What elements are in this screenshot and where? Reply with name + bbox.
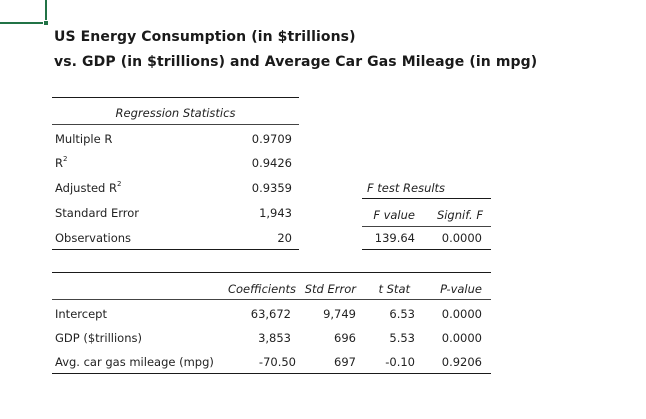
coef-header-rule	[52, 299, 491, 300]
table-bottom-rule	[52, 249, 299, 250]
ftest-header: F test Results	[367, 181, 446, 195]
tstat-value-intercept: 6.53	[389, 307, 415, 321]
ftest-col-fvalue: F value	[373, 208, 415, 222]
coef-top-rule	[52, 272, 491, 273]
stat-label-standard-error: Standard Error	[55, 206, 140, 220]
coef-bottom-rule	[52, 373, 491, 374]
ftest-col-signif: Signif. F	[436, 208, 483, 222]
stderr-value-intercept: 9,749	[323, 307, 356, 321]
stat-label-multiple-r: Multiple R	[55, 132, 113, 146]
stderr-value-gdp: 696	[334, 331, 356, 345]
stat-label-observations: Observations	[55, 231, 132, 245]
pvalue-intercept: 0.0000	[441, 307, 482, 321]
ftest-signif: 0.0000	[441, 231, 482, 245]
coef-col-stderr: Std Error	[304, 282, 356, 296]
coef-col-tstat: t Stat	[378, 282, 410, 296]
stat-value-r-squared: 0.9426	[251, 156, 292, 170]
ftest-top-rule	[362, 198, 491, 199]
tstat-value-mileage: -0.10	[385, 355, 415, 369]
table-top-rule	[52, 97, 299, 98]
header-rule	[52, 124, 299, 125]
stat-value-adjusted-r-squared: 0.9359	[251, 181, 292, 195]
coef-value-mileage: -70.50	[258, 355, 296, 369]
coef-value-gdp: 3,853	[258, 331, 291, 345]
fill-handle[interactable]	[43, 20, 49, 26]
page-subtitle: vs. GDP (in $trillions) and Average Car …	[54, 54, 538, 70]
stderr-value-mileage: 697	[334, 355, 356, 369]
pvalue-mileage: 0.9206	[441, 355, 482, 369]
cell-selection-border	[0, 22, 47, 24]
coef-col-pvalue: P-value	[440, 282, 482, 296]
stat-value-standard-error: 1,943	[259, 206, 292, 220]
cell-selection-border	[45, 0, 47, 22]
tstat-value-gdp: 5.53	[389, 331, 415, 345]
coef-col-coefficients: Coefficients	[227, 282, 296, 296]
ftest-header-rule	[362, 226, 491, 227]
ftest-bottom-rule	[362, 249, 491, 250]
coef-label-intercept: Intercept	[55, 307, 107, 321]
coef-label-mileage: Avg. car gas mileage (mpg)	[55, 355, 214, 369]
regression-stats-header: Regression Statistics	[115, 106, 236, 120]
ftest-fvalue: 139.64	[374, 231, 415, 245]
page-title: US Energy Consumption (in $trillions)	[54, 29, 356, 45]
stat-label-adjusted-r-squared: Adjusted R2	[55, 180, 122, 195]
stat-value-multiple-r: 0.9709	[251, 132, 292, 146]
pvalue-gdp: 0.0000	[441, 331, 482, 345]
coef-value-intercept: 63,672	[250, 307, 291, 321]
stat-label-r-squared: R2	[55, 155, 68, 170]
coef-label-gdp: GDP ($trillions)	[55, 331, 142, 345]
stat-value-observations: 20	[277, 231, 292, 245]
